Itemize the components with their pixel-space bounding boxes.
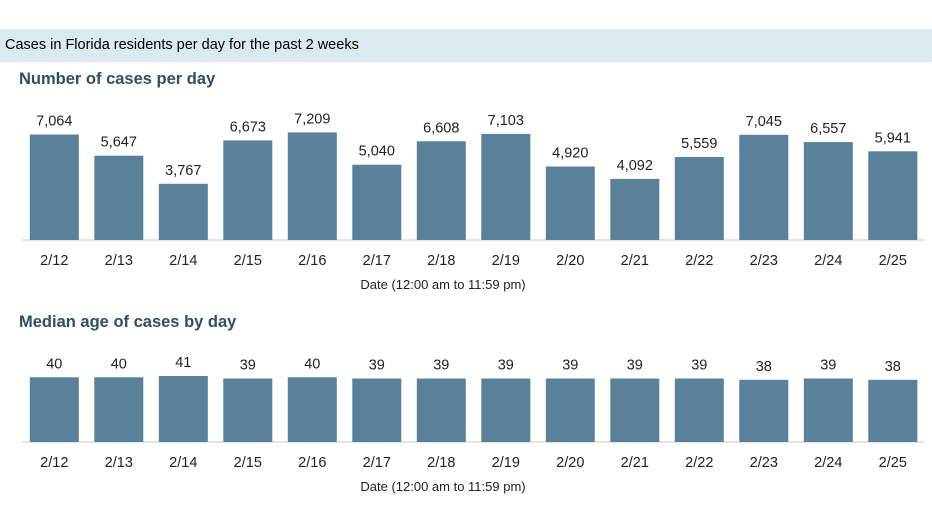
x-tick-label: 2/13 xyxy=(105,455,133,471)
x-tick-label: 2/15 xyxy=(234,455,262,471)
bar-2-19 xyxy=(481,133,531,240)
data-label: 39 xyxy=(820,358,836,374)
x-tick-label: 2/20 xyxy=(556,253,584,269)
data-label: 39 xyxy=(240,358,256,374)
x-axis-title: Date (12:00 am to 11:59 pm) xyxy=(360,479,525,494)
data-label: 39 xyxy=(369,358,385,374)
bar-2-19 xyxy=(481,378,531,442)
bar-2-17 xyxy=(352,378,402,442)
x-tick-label: 2/23 xyxy=(750,455,778,471)
median-age-chart: 40 2/12 40 2/13 41 2/14 39 2/15 40 2/16 39 2/17 39 2/… xyxy=(22,355,925,494)
bar-2-20 xyxy=(545,166,595,240)
x-tick-label: 2/22 xyxy=(685,253,713,269)
data-label: 5,647 xyxy=(101,135,137,151)
chart-title-cases: Number of cases per day xyxy=(19,70,216,88)
data-label: 4,920 xyxy=(552,146,588,162)
x-tick-label: 2/24 xyxy=(814,455,842,471)
x-tick-label: 2/16 xyxy=(298,455,326,471)
data-label: 39 xyxy=(627,358,643,374)
x-tick-label: 2/21 xyxy=(621,253,649,269)
x-tick-label: 2/14 xyxy=(169,455,197,471)
data-label: 7,064 xyxy=(36,114,72,130)
data-label: 39 xyxy=(691,358,707,374)
bar-2-20 xyxy=(545,378,595,442)
x-tick-label: 2/14 xyxy=(169,253,197,269)
bar-2-16 xyxy=(287,132,337,240)
chart-title-median-age: Median age of cases by day xyxy=(19,313,237,331)
bar-2-12 xyxy=(29,377,79,442)
x-axis-title: Date (12:00 am to 11:59 pm) xyxy=(360,277,525,292)
bar-2-21 xyxy=(610,178,660,240)
data-label: 40 xyxy=(304,356,320,372)
x-tick-label: 2/23 xyxy=(750,253,778,269)
bar-2-14 xyxy=(158,183,208,240)
x-tick-label: 2/25 xyxy=(879,455,907,471)
data-label: 5,941 xyxy=(875,130,911,146)
data-label: 5,559 xyxy=(681,136,717,152)
data-label: 6,608 xyxy=(423,120,459,136)
data-label: 39 xyxy=(433,358,449,374)
data-label: 6,673 xyxy=(230,119,266,135)
bar-2-22 xyxy=(674,157,724,240)
x-tick-label: 2/13 xyxy=(105,253,133,269)
data-label: 7,103 xyxy=(488,113,524,129)
x-tick-label: 2/18 xyxy=(427,455,455,471)
bar-2-24 xyxy=(803,142,853,240)
x-tick-label: 2/21 xyxy=(621,455,649,471)
bar-2-21 xyxy=(610,378,660,442)
data-label: 6,557 xyxy=(810,121,846,137)
x-tick-label: 2/19 xyxy=(492,455,520,471)
x-tick-label: 2/12 xyxy=(40,455,68,471)
bar-2-23 xyxy=(739,134,789,240)
data-label: 4,092 xyxy=(617,158,653,174)
bar-2-17 xyxy=(352,164,402,240)
bar-2-15 xyxy=(223,378,273,442)
data-label: 5,040 xyxy=(359,144,395,160)
data-label: 7,045 xyxy=(746,114,782,130)
bar-2-18 xyxy=(416,378,466,442)
bar-2-16 xyxy=(287,377,337,442)
cases-per-day-chart: 7,064 2/12 5,647 2/13 3,767 2/14 6,673 2/15 7,20… xyxy=(22,111,925,292)
bar-2-23 xyxy=(739,379,789,442)
x-tick-label: 2/24 xyxy=(814,253,842,269)
bar-2-25 xyxy=(868,379,918,442)
x-tick-label: 2/19 xyxy=(492,253,520,269)
bar-2-13 xyxy=(94,377,144,442)
x-tick-label: 2/17 xyxy=(363,455,391,471)
bar-2-22 xyxy=(674,378,724,442)
data-label: 38 xyxy=(885,359,901,375)
bar-2-14 xyxy=(158,376,208,442)
page-title: Cases in Florida residents per day for t… xyxy=(5,37,359,53)
data-label: 40 xyxy=(46,356,62,372)
x-tick-label: 2/20 xyxy=(556,455,584,471)
x-tick-label: 2/16 xyxy=(298,253,326,269)
x-tick-label: 2/17 xyxy=(363,253,391,269)
header-band xyxy=(0,29,932,62)
data-label: 7,209 xyxy=(294,111,330,127)
bar-2-12 xyxy=(29,134,79,240)
bar-2-13 xyxy=(94,155,144,240)
x-tick-label: 2/18 xyxy=(427,253,455,269)
data-label: 39 xyxy=(562,358,578,374)
data-label: 41 xyxy=(175,355,191,371)
bar-2-15 xyxy=(223,140,273,240)
bar-2-24 xyxy=(803,378,853,442)
x-tick-label: 2/15 xyxy=(234,253,262,269)
bar-2-25 xyxy=(868,151,918,240)
data-label: 40 xyxy=(111,356,127,372)
data-label: 38 xyxy=(756,359,772,375)
x-tick-label: 2/22 xyxy=(685,455,713,471)
bar-2-18 xyxy=(416,141,466,240)
data-label: 39 xyxy=(498,358,514,374)
x-tick-label: 2/25 xyxy=(879,253,907,269)
x-tick-label: 2/12 xyxy=(40,253,68,269)
data-label: 3,767 xyxy=(165,163,201,179)
